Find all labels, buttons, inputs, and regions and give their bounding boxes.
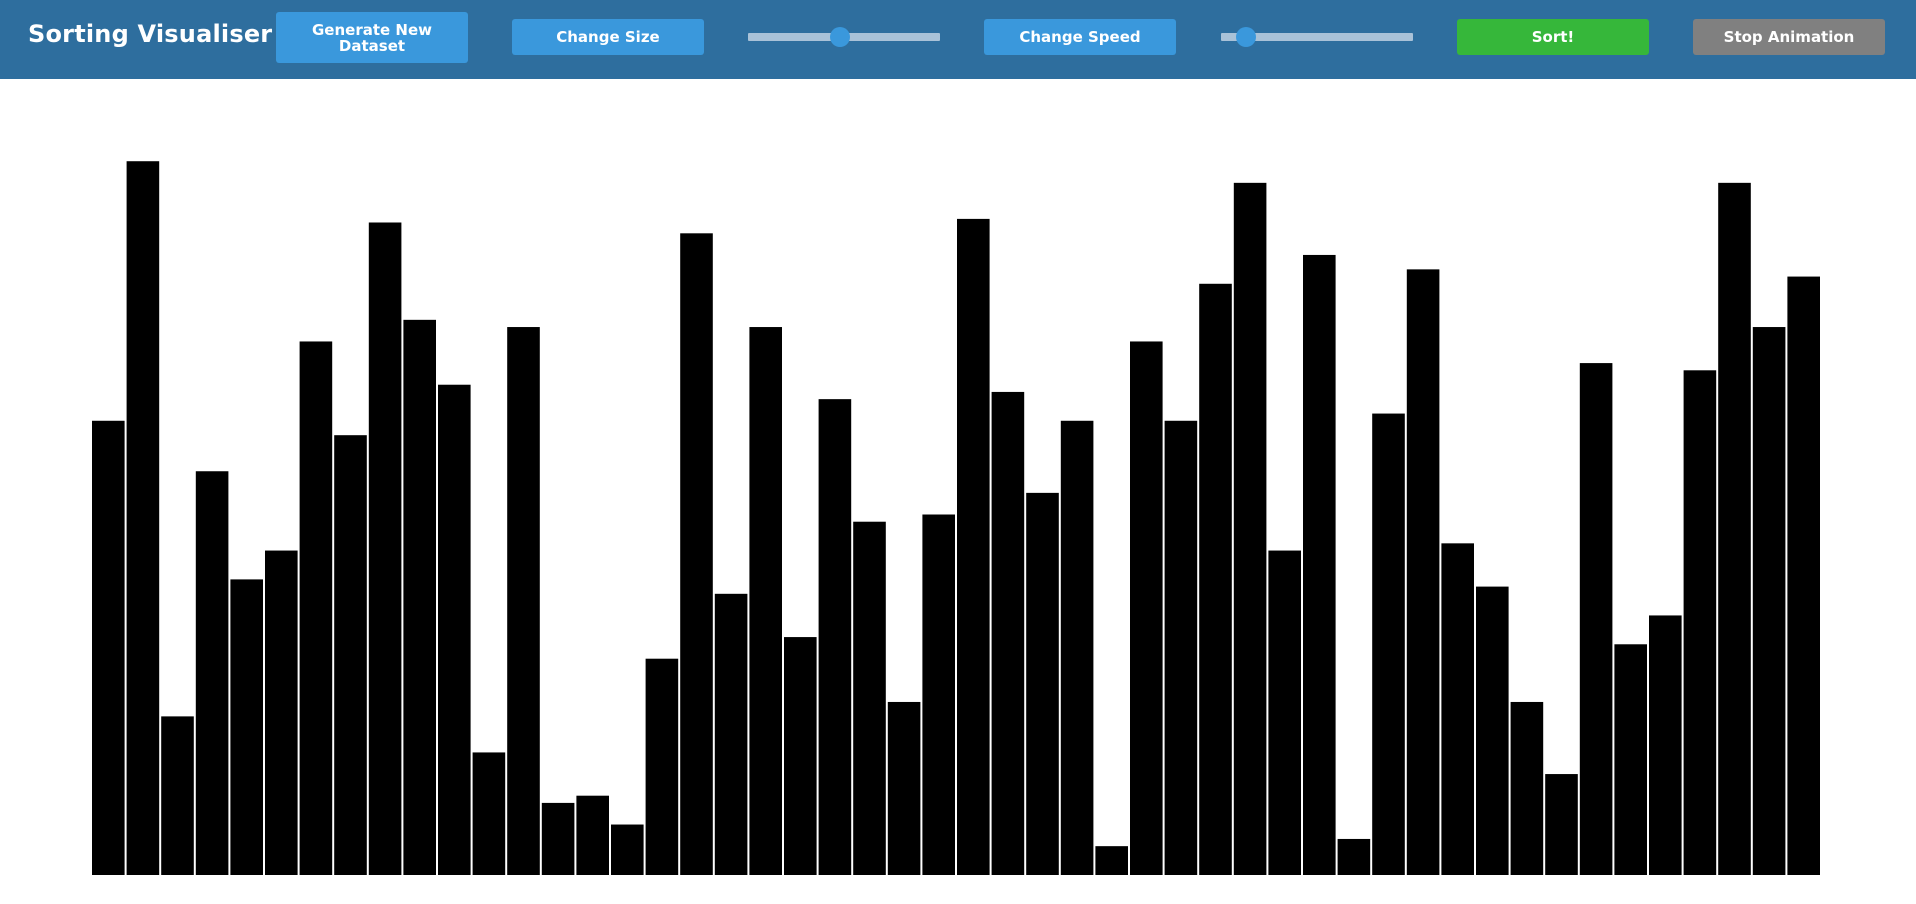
- bar-1: [92, 420, 125, 875]
- bar-42: [1510, 701, 1544, 875]
- bar-36: [1303, 254, 1336, 875]
- bar-10: [403, 319, 436, 875]
- app-title: Sorting Visualiser: [28, 20, 273, 48]
- bar-45: [1614, 644, 1647, 875]
- bar-38: [1372, 413, 1405, 875]
- bar-22: [818, 399, 852, 875]
- size-slider-thumb[interactable]: [830, 27, 851, 47]
- bar-40: [1441, 543, 1474, 875]
- bar-39: [1406, 269, 1440, 875]
- bar-43: [1545, 774, 1578, 875]
- bar-5: [230, 579, 263, 875]
- bar-33: [1199, 283, 1232, 875]
- bar-3: [161, 716, 194, 875]
- stop-animation-button[interactable]: Stop Animation: [1693, 19, 1885, 55]
- bar-8: [334, 435, 367, 875]
- speed-slider-thumb[interactable]: [1235, 27, 1256, 47]
- change-speed-button[interactable]: Change Speed: [984, 19, 1176, 55]
- bar-25: [922, 514, 955, 875]
- bar-32: [1164, 420, 1198, 875]
- bar-7: [299, 341, 333, 876]
- bar-31: [1130, 341, 1163, 876]
- bar-49: [1752, 327, 1786, 875]
- bar-11: [438, 384, 471, 875]
- bar-37: [1337, 838, 1371, 875]
- size-slider[interactable]: [748, 27, 940, 47]
- bar-14: [541, 802, 575, 875]
- bar-12: [472, 752, 506, 875]
- bar-chart: [92, 161, 1820, 876]
- bar-21: [784, 637, 817, 875]
- generate-dataset-button[interactable]: Generate New Dataset: [276, 12, 468, 63]
- bar-28: [1026, 492, 1059, 875]
- bar-47: [1683, 370, 1717, 875]
- bar-16: [611, 824, 644, 875]
- bar-23: [853, 521, 886, 875]
- bar-41: [1476, 586, 1509, 875]
- bar-50: [1787, 276, 1820, 875]
- bar-18: [680, 233, 713, 875]
- bar-13: [507, 327, 540, 875]
- speed-slider[interactable]: [1221, 27, 1413, 47]
- bar-35: [1268, 550, 1301, 875]
- bar-chart-area: [0, 79, 1916, 904]
- bar-29: [1060, 420, 1094, 875]
- sort-button[interactable]: Sort!: [1457, 19, 1649, 55]
- bar-24: [887, 701, 921, 875]
- bar-17: [645, 658, 679, 875]
- bar-15: [576, 795, 609, 875]
- bar-30: [1095, 846, 1128, 875]
- bar-20: [749, 327, 782, 875]
- bar-46: [1649, 615, 1682, 875]
- bar-34: [1233, 182, 1267, 876]
- bar-44: [1579, 363, 1613, 875]
- bar-4: [195, 471, 229, 875]
- top-navbar: Sorting Visualiser Generate New Dataset …: [0, 0, 1916, 79]
- bar-9: [368, 222, 402, 875]
- bar-2: [126, 161, 160, 876]
- bar-19: [714, 593, 748, 875]
- bar-48: [1718, 182, 1751, 876]
- change-size-button[interactable]: Change Size: [512, 19, 704, 55]
- bar-6: [265, 550, 298, 875]
- bar-26: [957, 218, 990, 875]
- bar-27: [991, 391, 1025, 875]
